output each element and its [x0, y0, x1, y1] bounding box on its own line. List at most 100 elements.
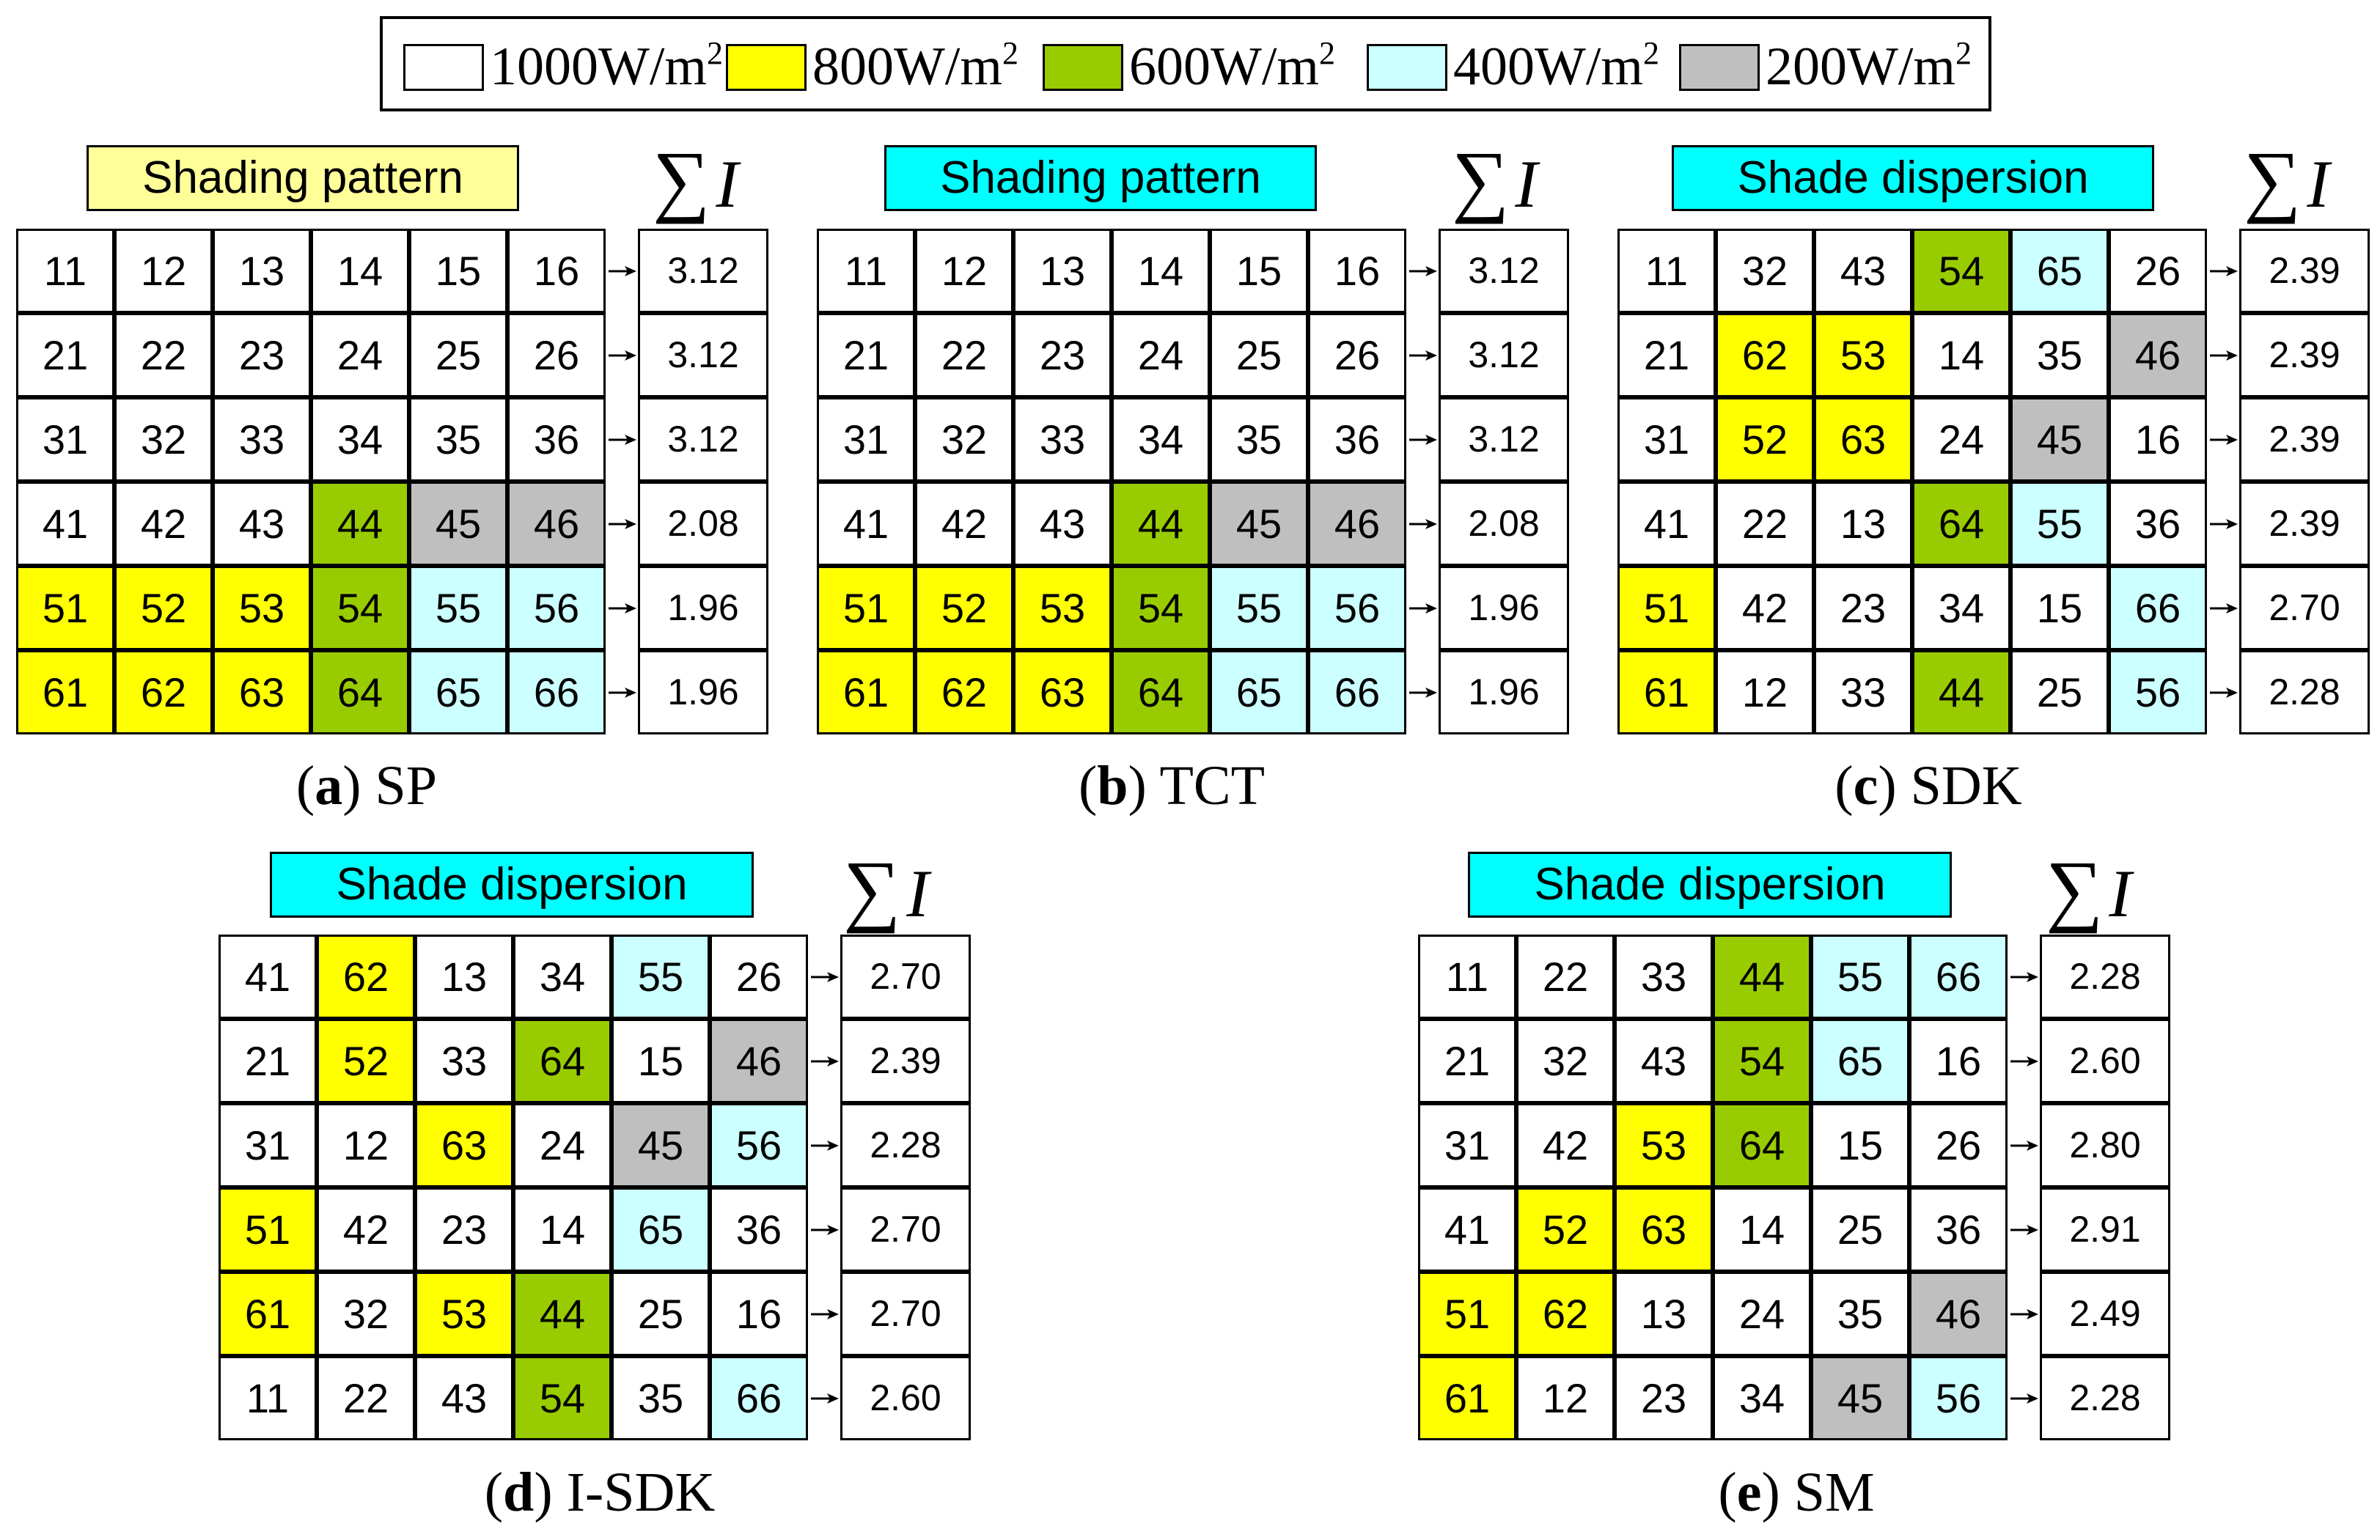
grid-cell: 23 [415, 1187, 513, 1272]
grid-cell: 32 [317, 1272, 415, 1356]
grid-cell: 24 [513, 1103, 611, 1187]
sum-cell: 3.12 [1439, 229, 1569, 313]
grid-cell: 62 [114, 650, 213, 734]
grid-cell: 52 [1716, 397, 1814, 482]
grid-cell: 15 [2010, 566, 2109, 650]
grid-cell: 54 [311, 566, 409, 650]
sum-symbol: ∑I [1452, 135, 1538, 224]
sum-cell: 3.12 [638, 313, 768, 397]
grid-cell: 55 [1210, 566, 1308, 650]
sum-cell: 2.28 [2040, 1356, 2170, 1440]
grid-cell: 53 [415, 1272, 513, 1356]
grid-cell: 26 [1308, 313, 1406, 397]
arrow-icon [1409, 434, 1437, 445]
grid-cell: 54 [513, 1356, 611, 1440]
grid-cell: 22 [114, 313, 213, 397]
panel-header: Shading pattern [87, 145, 519, 211]
grid-cell: 11 [1617, 229, 1716, 313]
grid-cell: 54 [1713, 1019, 1811, 1103]
legend-label-600: 600W/m2 [1129, 35, 1335, 97]
grid-cell: 52 [317, 1019, 415, 1103]
arrow-icon [2210, 350, 2238, 361]
sum-cell: 3.12 [638, 397, 768, 482]
grid-cell: 25 [409, 313, 507, 397]
grid-cell: 11 [1418, 935, 1516, 1019]
arrow-icon [1409, 518, 1437, 529]
sum-symbol: ∑I [843, 844, 930, 934]
arrow-icon [609, 687, 636, 698]
grid-cell: 42 [1716, 566, 1814, 650]
sum-symbol: ∑I [2244, 135, 2330, 224]
grid-cell: 21 [1418, 1019, 1516, 1103]
grid-cell: 46 [2109, 313, 2207, 397]
sum-cell: 2.49 [2040, 1272, 2170, 1356]
panel-header: Shade dispersion [1672, 145, 2154, 211]
grid-cell: 45 [1210, 482, 1308, 566]
grid-cell: 34 [1713, 1356, 1811, 1440]
arrow-icon [1409, 350, 1437, 361]
sum-cell: 2.39 [2239, 313, 2370, 397]
panel-caption: (a) SP [295, 755, 438, 817]
grid-cell: 55 [409, 566, 507, 650]
grid-cell: 55 [611, 935, 710, 1019]
grid-cell: 43 [213, 482, 311, 566]
grid-cell: 41 [1617, 482, 1716, 566]
arrow-icon [2210, 265, 2238, 276]
arrow-icon [609, 518, 636, 529]
arrow-icon [2210, 434, 2238, 445]
grid-cell: 11 [16, 229, 114, 313]
grid-cell: 25 [2010, 650, 2109, 734]
grid-cell: 22 [1516, 935, 1615, 1019]
grid-cell: 25 [1210, 313, 1308, 397]
grid-cell: 25 [1811, 1187, 1909, 1272]
grid-cell: 35 [1811, 1272, 1909, 1356]
grid-cell: 31 [817, 397, 915, 482]
grid-cell: 31 [16, 397, 114, 482]
grid-cell: 16 [1909, 1019, 2008, 1103]
grid-cell: 42 [317, 1187, 415, 1272]
grid-cell: 41 [817, 482, 915, 566]
grid-cell: 56 [507, 566, 606, 650]
grid-cell: 33 [1013, 397, 1112, 482]
arrow-icon [2010, 1393, 2038, 1404]
grid-cell: 63 [213, 650, 311, 734]
grid-cell: 63 [1615, 1187, 1713, 1272]
grid-cell: 26 [1909, 1103, 2008, 1187]
grid-cell: 14 [513, 1187, 611, 1272]
grid-cell: 65 [1210, 650, 1308, 734]
grid-cell: 22 [317, 1356, 415, 1440]
grid-cell: 32 [1516, 1019, 1615, 1103]
grid-cell: 31 [218, 1103, 317, 1187]
grid-cell: 53 [213, 566, 311, 650]
grid-cell: 66 [1909, 935, 2008, 1019]
grid-cell: 65 [611, 1187, 710, 1272]
grid-cell: 26 [710, 935, 808, 1019]
sum-cell: 1.96 [1439, 650, 1569, 734]
grid-cell: 34 [311, 397, 409, 482]
panel-caption: (b) TCT [1078, 755, 1266, 817]
arrow-icon [2210, 518, 2238, 529]
grid-cell: 15 [1811, 1103, 1909, 1187]
legend: 1000W/m2 800W/m2 600W/m2 400W/m2 200W/m2 [380, 16, 1991, 111]
arrow-icon [811, 1055, 839, 1066]
grid-cell: 64 [1912, 482, 2010, 566]
grid-cell: 33 [213, 397, 311, 482]
grid-cell: 65 [409, 650, 507, 734]
arrow-icon [2010, 1308, 2038, 1319]
legend-swatch-1000 [403, 44, 484, 91]
grid-cell: 46 [1308, 482, 1406, 566]
sum-cell: 2.91 [2040, 1187, 2170, 1272]
grid-cell: 36 [1308, 397, 1406, 482]
grid-cell: 62 [317, 935, 415, 1019]
grid-cell: 33 [415, 1019, 513, 1103]
grid-cell: 15 [1210, 229, 1308, 313]
grid-cell: 56 [1308, 566, 1406, 650]
arrow-icon [2010, 971, 2038, 982]
grid-cell: 42 [915, 482, 1013, 566]
grid-cell: 16 [1308, 229, 1406, 313]
grid-cell: 41 [16, 482, 114, 566]
sum-cell: 2.08 [638, 482, 768, 566]
grid-cell: 13 [1814, 482, 1912, 566]
grid-cell: 13 [1013, 229, 1112, 313]
grid-cell: 66 [507, 650, 606, 734]
